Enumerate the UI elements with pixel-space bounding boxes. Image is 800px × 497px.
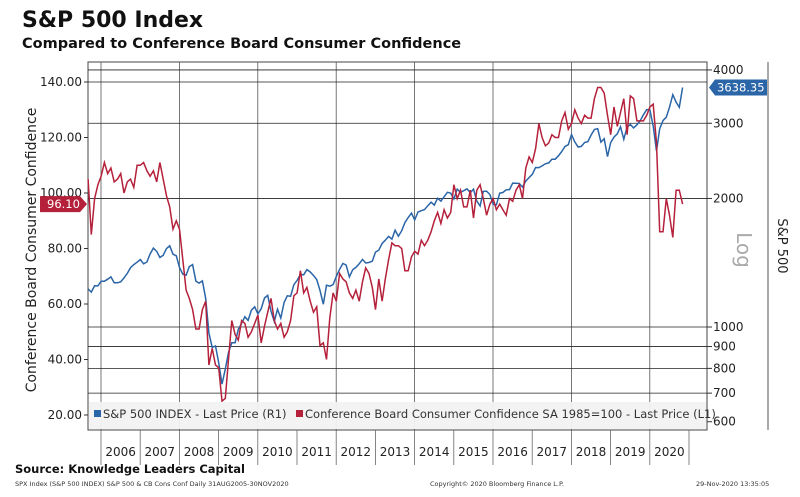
footer-left: SPX Index (S&P 500 INDEX) S&P 500 & CB C…	[15, 480, 289, 488]
legend-swatch-sp500	[94, 410, 101, 417]
left-tick-label: 40.00	[48, 353, 82, 367]
log-scale-label: Log	[732, 232, 756, 268]
legend-label-sp500: S&P 500 INDEX - Last Price (R1)	[103, 407, 287, 421]
legend-box	[89, 402, 706, 429]
right-tick-label: 4000	[713, 63, 744, 77]
right-tick-label: 900	[713, 340, 736, 354]
x-tick-label: 2018	[576, 445, 607, 459]
right-axis-label: S&P 500	[774, 218, 789, 273]
last-value-consumer-confidence: 96.10	[47, 197, 80, 211]
x-tick-label: 2007	[145, 445, 176, 459]
x-tick-label: 2020	[654, 445, 685, 459]
x-tick-label: 2008	[184, 445, 215, 459]
left-axis-label: Conference Board Consumer Confidence	[24, 108, 40, 393]
x-tick-label: 2012	[341, 445, 372, 459]
last-value-sp500: 3638.35	[717, 81, 765, 95]
x-tick-label: 2011	[301, 445, 332, 459]
right-tick-label: 2000	[713, 191, 744, 205]
legend-label-consumer-confidence: Conference Board Consumer Confidence SA …	[305, 407, 716, 421]
left-tick-label: 20.00	[48, 408, 82, 422]
x-tick-label: 2017	[537, 445, 568, 459]
x-tick-label: 2010	[262, 445, 293, 459]
x-tick-label: 2015	[458, 445, 489, 459]
left-tick-label: 120.00	[40, 131, 82, 145]
left-tick-label: 80.00	[48, 242, 82, 256]
left-tick-label: 140.00	[40, 75, 82, 89]
series-line-sp500	[87, 87, 684, 385]
legend-swatch-consumer-confidence	[296, 410, 303, 417]
last-value-badge-sp500	[709, 79, 767, 96]
right-tick-label: 3000	[713, 116, 744, 130]
series-line-consumer-confidence	[87, 86, 684, 403]
x-tick-label: 2019	[615, 445, 646, 459]
chart-title: S&P 500 Index	[22, 8, 204, 33]
right-tick-label: 800	[713, 361, 736, 375]
x-tick-label: 2009	[223, 445, 254, 459]
chart-subtitle: Compared to Conference Board Consumer Co…	[22, 36, 462, 52]
footer-timestamp: 29-Nov-2020 13:35:05	[696, 480, 770, 488]
right-tick-label: 1000	[713, 320, 744, 334]
x-tick-label: 2014	[419, 445, 450, 459]
right-tick-label: 700	[713, 386, 736, 400]
x-tick-label: 2016	[497, 445, 528, 459]
left-tick-label: 60.00	[48, 297, 82, 311]
footer-copyright: Copyright© 2020 Bloomberg Finance L.P.	[430, 480, 564, 488]
x-tick-label: 2006	[105, 445, 136, 459]
x-tick-label: 2013	[380, 445, 411, 459]
right-tick-label: 600	[713, 415, 736, 429]
last-value-badge-consumer-confidence	[40, 196, 87, 213]
source-note: Source: Knowledge Leaders Capital	[15, 462, 245, 476]
